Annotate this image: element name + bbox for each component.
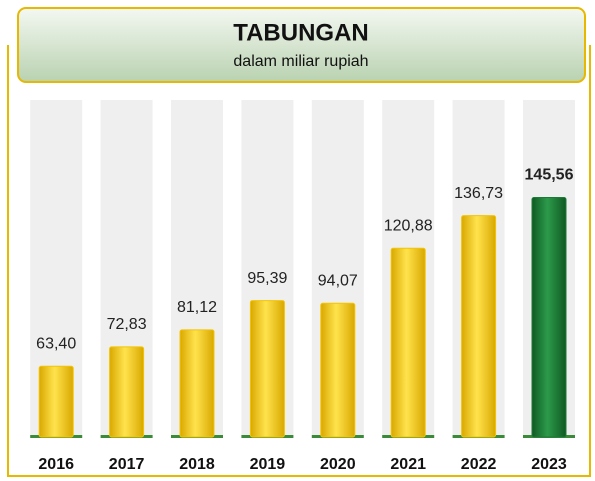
value-label: 94,07 (318, 273, 358, 290)
bar (109, 346, 145, 438)
x-tick-label: 2019 (250, 456, 286, 473)
x-tick-label: 2020 (320, 456, 356, 473)
bar (390, 247, 426, 438)
value-label: 136,73 (454, 185, 503, 202)
x-tick-label: 2018 (179, 456, 215, 473)
x-tick-label: 2017 (109, 456, 145, 473)
bar (179, 329, 215, 438)
x-tick-label: 2021 (390, 456, 426, 473)
value-label: 120,88 (384, 217, 433, 234)
bar (38, 365, 74, 438)
bar (461, 215, 497, 438)
value-label: 72,83 (107, 316, 147, 333)
x-tick-label: 2022 (461, 456, 497, 473)
chart-subtitle: dalam miliar rupiah (233, 53, 368, 70)
value-label: 145,56 (525, 167, 574, 184)
x-tick-label: 2023 (531, 456, 567, 473)
bar (249, 300, 285, 438)
bar (531, 196, 567, 438)
bar (320, 302, 356, 438)
chart-title: TABUNGAN (233, 19, 369, 46)
x-tick-label: 2016 (38, 456, 74, 473)
value-label: 81,12 (177, 299, 217, 316)
value-label: 95,39 (247, 270, 287, 287)
frame (7, 45, 591, 477)
title-box (17, 7, 586, 83)
value-label: 63,40 (36, 336, 76, 353)
